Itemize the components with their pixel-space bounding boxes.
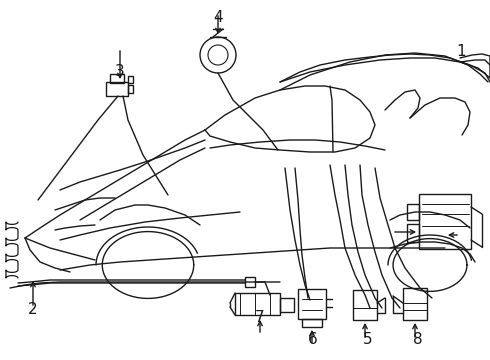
Bar — [235, 293, 280, 315]
Text: 7: 7 — [255, 310, 265, 325]
Bar — [128, 76, 133, 83]
Text: 4: 4 — [213, 10, 223, 26]
Text: 1: 1 — [456, 45, 466, 59]
Bar — [403, 288, 427, 320]
Text: 8: 8 — [413, 333, 423, 347]
Text: 6: 6 — [308, 333, 318, 347]
Bar — [110, 74, 124, 83]
Text: 5: 5 — [363, 333, 373, 347]
Text: 2: 2 — [28, 302, 38, 318]
Bar — [407, 204, 419, 220]
Bar — [245, 277, 255, 287]
Bar — [106, 82, 128, 96]
Bar — [128, 85, 133, 93]
Bar — [298, 289, 326, 319]
Bar — [419, 194, 471, 249]
Text: 3: 3 — [115, 64, 125, 80]
Bar — [302, 319, 322, 327]
Bar — [280, 298, 294, 312]
Bar — [353, 290, 377, 320]
Bar — [407, 224, 419, 242]
